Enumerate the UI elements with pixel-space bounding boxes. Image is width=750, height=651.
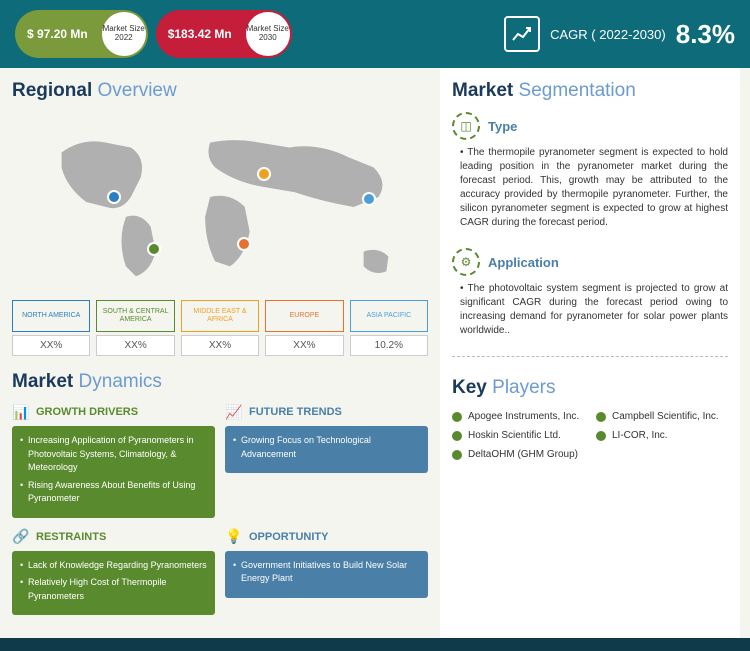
market-size-2022-label: Market Size 2022	[102, 12, 146, 56]
market-size-2022-value: $ 97.20 Mn	[15, 19, 100, 49]
restraints: 🔗RESTRAINTS Lack of Knowledge Regarding …	[12, 528, 215, 616]
bullet-icon	[452, 450, 462, 460]
right-column: Market Segmentation ◫ Type The thermopil…	[440, 68, 740, 638]
segment-application: ⚙ Application The photovoltaic system se…	[452, 248, 728, 338]
bullet-icon	[452, 431, 462, 441]
application-icon: ⚙	[452, 248, 480, 276]
cagr-label: CAGR ( 2022-2030)	[550, 27, 666, 42]
left-column: Regional Overview NORTH AMERICAXX%SOUTH …	[0, 68, 440, 638]
bulb-icon: 💡	[225, 528, 243, 546]
divider	[452, 356, 728, 357]
bullet-icon	[452, 412, 462, 422]
map-dot-0	[107, 190, 121, 204]
market-size-2030-pill: $183.42 Mn Market Size 2030	[156, 10, 292, 58]
players-title: Key Players	[452, 377, 728, 399]
world-map	[12, 112, 428, 292]
player-item: Hoskin Scientific Ltd.	[452, 430, 584, 441]
map-dot-3	[237, 237, 251, 251]
region-1: SOUTH & CENTRAL AMERICAXX%	[96, 300, 174, 356]
opportunity: 💡OPPORTUNITY Government Initiatives to B…	[225, 528, 428, 616]
market-size-2030-value: $183.42 Mn	[156, 19, 244, 49]
map-dot-1	[147, 242, 161, 256]
dynamics-grid: 📊GROWTH DRIVERS Increasing Application o…	[12, 403, 428, 615]
main-content: Regional Overview NORTH AMERICAXX%SOUTH …	[0, 68, 750, 638]
region-4: ASIA PACIFIC10.2%	[350, 300, 428, 356]
regional-title: Regional Overview	[12, 80, 428, 102]
dynamics-title: Market Dynamics	[12, 371, 428, 393]
footer-bar	[0, 638, 750, 651]
future-trends: 📈FUTURE TRENDS Growing Focus on Technolo…	[225, 403, 428, 518]
growth-chart-icon	[504, 16, 540, 52]
player-item: DeltaOHM (GHM Group)	[452, 449, 584, 460]
key-players: Key Players Apogee Instruments, Inc. Camp…	[452, 377, 728, 460]
player-item: Apogee Instruments, Inc.	[452, 411, 584, 422]
cagr-value: 8.3%	[676, 19, 735, 50]
market-size-2030-label: Market Size 2030	[246, 12, 290, 56]
bars-icon: 📊	[12, 403, 30, 421]
player-item: Campbell Scientific, Inc.	[596, 411, 728, 422]
chain-icon: 🔗	[12, 528, 30, 546]
cagr-box: CAGR ( 2022-2030) 8.3%	[504, 16, 735, 52]
map-dot-4	[362, 192, 376, 206]
type-icon: ◫	[452, 112, 480, 140]
region-3: EUROPEXX%	[265, 300, 343, 356]
growth-drivers: 📊GROWTH DRIVERS Increasing Application o…	[12, 403, 215, 518]
map-dot-2	[257, 167, 271, 181]
market-size-2022-pill: $ 97.20 Mn Market Size 2022	[15, 10, 148, 58]
segmentation-title: Market Segmentation	[452, 80, 728, 102]
trend-icon: 📈	[225, 403, 243, 421]
segment-type: ◫ Type The thermopile pyranometer segmen…	[452, 112, 728, 230]
region-boxes: NORTH AMERICAXX%SOUTH & CENTRAL AMERICAX…	[12, 300, 428, 356]
bullet-icon	[596, 412, 606, 422]
header-bar: $ 97.20 Mn Market Size 2022 $183.42 Mn M…	[0, 0, 750, 68]
region-2: MIDDLE EAST & AFRICAXX%	[181, 300, 259, 356]
region-0: NORTH AMERICAXX%	[12, 300, 90, 356]
bullet-icon	[596, 431, 606, 441]
player-item: LI-COR, Inc.	[596, 430, 728, 441]
